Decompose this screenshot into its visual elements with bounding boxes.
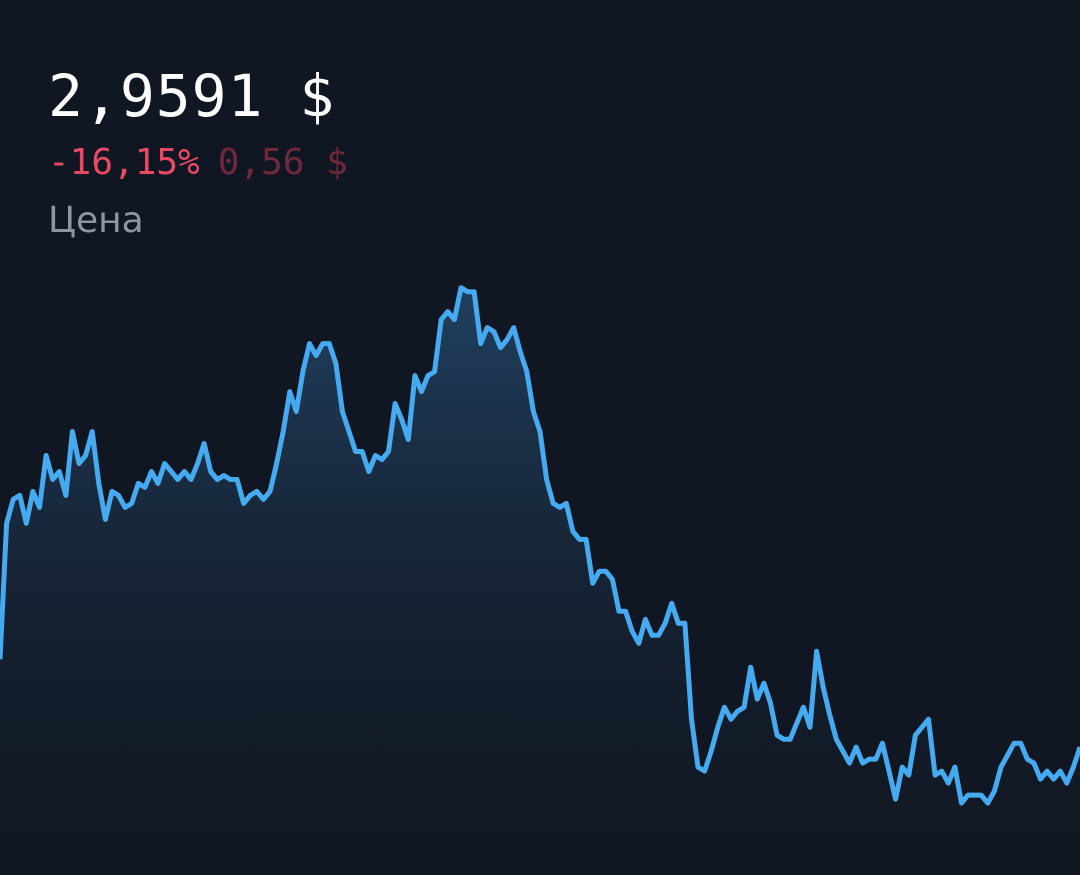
change-percent: -16,15% — [48, 142, 200, 183]
change: -16,15% 0,56 $ — [48, 142, 348, 183]
label: Цена — [48, 200, 144, 241]
change-value: 0,56 $ — [217, 142, 348, 183]
price: 2,9591 $ — [48, 62, 336, 130]
price-line — [0, 285, 1080, 806]
area — [0, 287, 1080, 875]
